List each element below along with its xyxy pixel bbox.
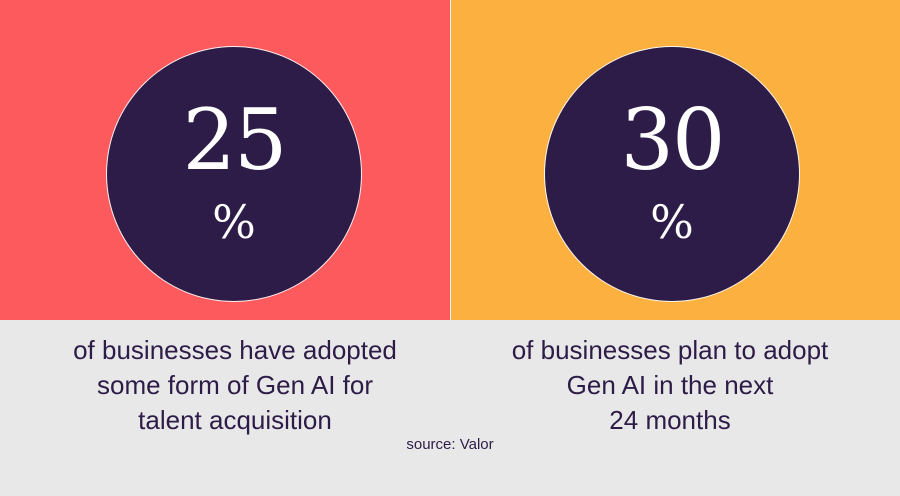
stat-caption-adopted: of businesses have adopted some form of … <box>25 333 445 438</box>
caption-line: Gen AI in the next <box>566 370 774 400</box>
stat-caption-planned: of businesses plan to adopt Gen AI in th… <box>460 333 880 438</box>
stat-panel-planned: 30 % <box>451 0 900 320</box>
stat-percent-sign-planned: % <box>650 195 694 249</box>
caption-line: talent acquisition <box>138 405 332 435</box>
stat-circle-planned: 30 % <box>545 47 799 301</box>
caption-line: 24 months <box>609 405 731 435</box>
caption-line: of businesses plan to adopt <box>511 335 829 365</box>
stat-panel-adopted: 25 % <box>0 0 450 320</box>
stat-number-adopted: 25 <box>182 91 288 189</box>
stat-number-planned: 30 <box>620 91 726 189</box>
source-citation: source: Valor <box>406 436 494 453</box>
stat-percent-sign-adopted: % <box>212 195 256 249</box>
stat-circle-adopted: 25 % <box>107 47 361 301</box>
caption-line: some form of Gen AI for <box>97 370 373 400</box>
panel-divider <box>450 0 451 320</box>
caption-line: of businesses have adopted <box>73 335 397 365</box>
